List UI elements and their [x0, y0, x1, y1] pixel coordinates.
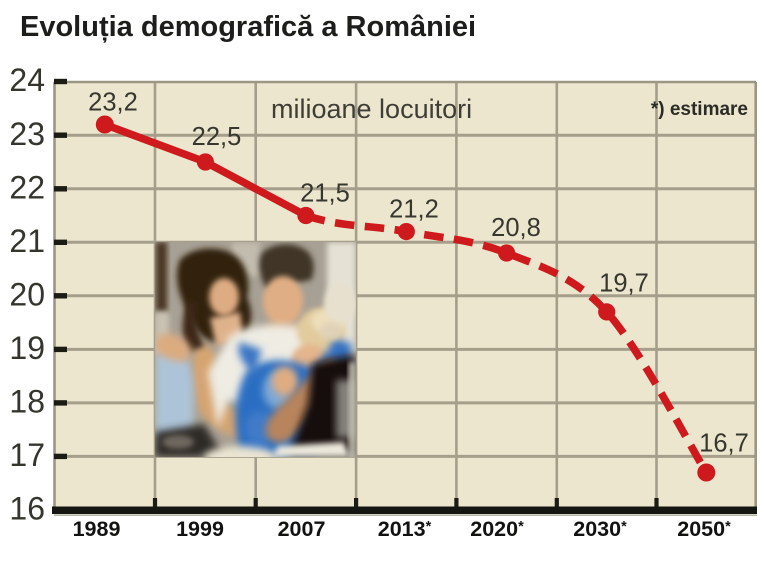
svg-text:20,8: 20,8 [491, 214, 541, 242]
svg-text:milioane locuitori: milioane locuitori [271, 94, 472, 124]
svg-text:22: 22 [9, 169, 45, 205]
svg-text:16: 16 [9, 491, 45, 527]
svg-text:17: 17 [9, 437, 45, 473]
svg-text:2030*: 2030* [573, 517, 627, 541]
svg-text:22,5: 22,5 [192, 123, 242, 151]
svg-text:2007: 2007 [278, 517, 326, 541]
svg-text:2020*: 2020* [470, 517, 524, 541]
svg-text:2050*: 2050* [677, 517, 731, 541]
svg-text:19,7: 19,7 [599, 270, 649, 298]
svg-text:21: 21 [9, 223, 45, 259]
svg-text:19: 19 [9, 330, 45, 366]
svg-text:Evoluția demografică a Românie: Evoluția demografică a României [20, 11, 476, 43]
svg-text:21,5: 21,5 [300, 180, 350, 208]
svg-text:23: 23 [9, 116, 45, 152]
svg-text:*) estimare: *) estimare [651, 99, 748, 120]
svg-text:24: 24 [9, 62, 45, 98]
svg-text:1989: 1989 [73, 517, 121, 541]
svg-text:23,2: 23,2 [88, 89, 138, 117]
svg-text:16,7: 16,7 [699, 430, 749, 458]
svg-text:1999: 1999 [176, 517, 224, 541]
svg-text:18: 18 [9, 383, 45, 419]
svg-text:2013*: 2013* [378, 517, 432, 541]
svg-text:21,2: 21,2 [389, 196, 439, 224]
svg-text:20: 20 [9, 276, 45, 312]
